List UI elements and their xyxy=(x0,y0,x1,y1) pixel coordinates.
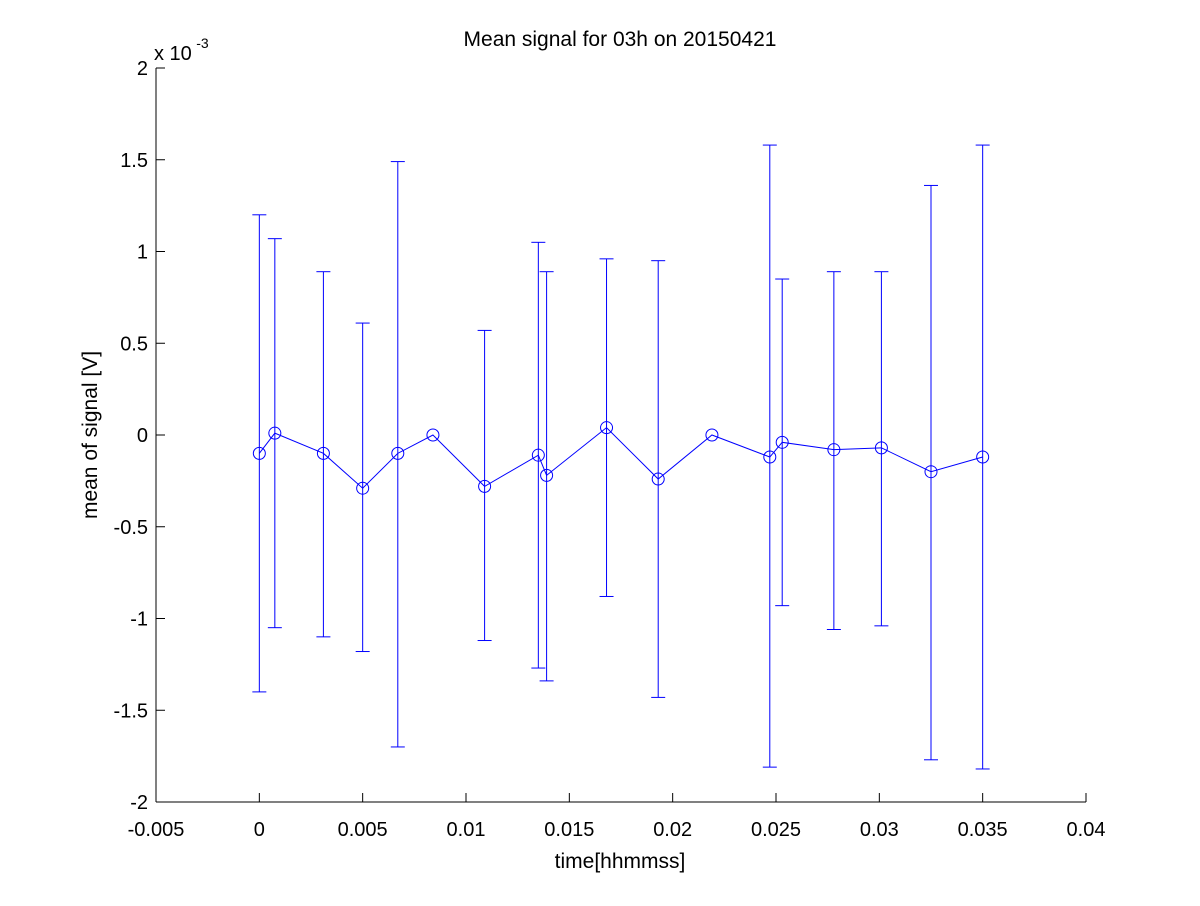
data-point xyxy=(268,426,282,440)
y-axis-multiplier: x 10 -3 xyxy=(154,35,209,65)
data-point xyxy=(316,446,330,460)
data-point xyxy=(874,441,888,455)
y-tick-label: 2 xyxy=(137,58,148,80)
x-tick-label: 0.025 xyxy=(751,819,801,841)
x-axis-label: time[hhmmss] xyxy=(555,850,686,873)
x-tick-label: 0.005 xyxy=(338,819,388,841)
x-ticks: -0.005 0 0.005 0.01 0.015 0.02 0.025 0.03 0.035 0… xyxy=(128,793,1106,841)
axes-box xyxy=(155,68,1086,803)
data-point xyxy=(775,435,789,449)
y-tick-label: -1.5 xyxy=(114,700,148,722)
y-tick-label: -2 xyxy=(130,792,148,814)
data-point xyxy=(705,428,719,442)
y-tick-label: 1.5 xyxy=(120,150,148,172)
y-ticks: -2 -1.5 -1 -0.5 0 0.5 1 1.5 2 xyxy=(114,58,165,814)
data-point xyxy=(426,428,440,442)
data-point xyxy=(478,479,492,493)
y-tick-label: -0.5 xyxy=(114,517,148,539)
x-tick-label: 0.03 xyxy=(860,819,899,841)
x-tick-label: -0.005 xyxy=(128,819,185,841)
chart-title: Mean signal for 03h on 20150421 xyxy=(464,28,777,51)
x-tick-label: 0.04 xyxy=(1067,819,1106,841)
data-point xyxy=(651,472,665,486)
y-tick-label: 0.5 xyxy=(120,333,148,355)
data-point xyxy=(540,468,554,482)
series-line xyxy=(258,426,983,489)
error-bars xyxy=(252,144,990,770)
x-tick-label: 0.02 xyxy=(653,819,692,841)
y-tick-label: 0 xyxy=(137,425,148,447)
y-multiplier-base: x 10 xyxy=(154,43,192,65)
data-point xyxy=(976,450,990,464)
y-tick-label: -1 xyxy=(130,609,148,631)
data-point xyxy=(531,448,545,462)
y-axis-label: mean of signal [V] xyxy=(79,351,102,519)
x-tick-label: 0.015 xyxy=(544,819,594,841)
y-tick-label: 1 xyxy=(137,242,148,264)
data-markers xyxy=(252,421,990,495)
y-multiplier-exponent: -3 xyxy=(196,35,209,51)
data-point xyxy=(827,443,841,457)
data-point xyxy=(763,450,777,464)
data-point xyxy=(356,481,370,495)
data-point xyxy=(924,465,938,479)
series-line-group xyxy=(258,426,983,489)
x-tick-label: 0.01 xyxy=(447,819,486,841)
data-point xyxy=(600,421,614,435)
data-point xyxy=(391,446,405,460)
x-tick-label: 0 xyxy=(254,819,265,841)
x-tick-label: 0.035 xyxy=(958,819,1008,841)
data-point xyxy=(252,446,266,460)
